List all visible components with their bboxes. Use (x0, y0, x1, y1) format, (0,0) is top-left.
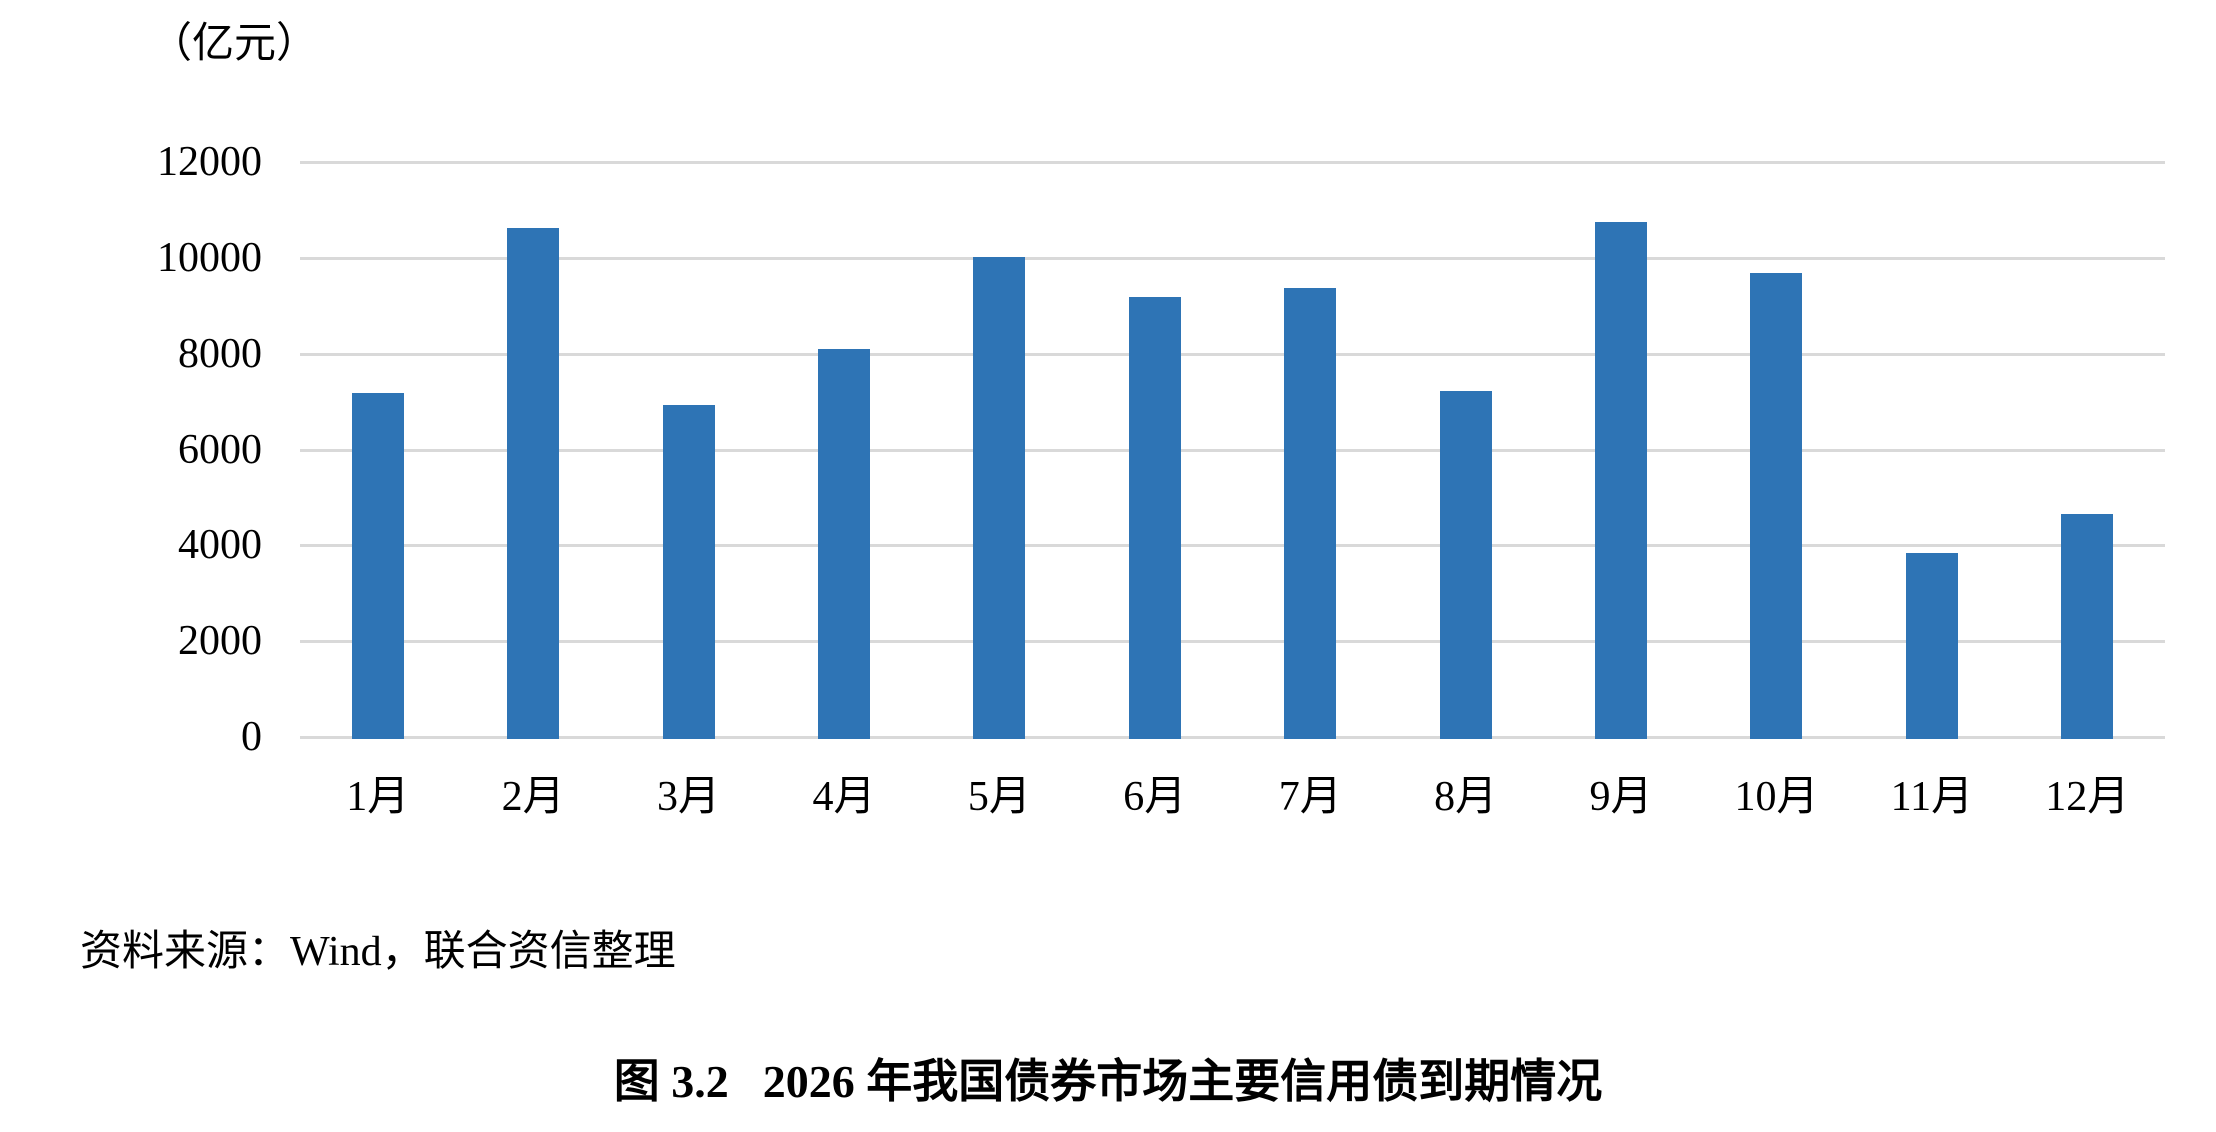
figure-caption: 图 3.2 2026 年我国债券市场主要信用债到期情况 (0, 1052, 2216, 1112)
y-tick-label: 12000 (157, 139, 262, 185)
x-tick-label: 7月 (1278, 774, 1342, 820)
bar-8月 (1439, 391, 1492, 739)
bar-3月 (662, 405, 715, 739)
y-tick-label: 6000 (178, 426, 262, 473)
bar-6月 (1128, 296, 1181, 739)
gridline (300, 448, 2165, 452)
x-tick-label: 3月 (657, 774, 721, 820)
x-tick-label: 12月 (2045, 774, 2130, 820)
gridline (300, 352, 2165, 356)
gridline (300, 544, 2165, 548)
x-tick-label: 1月 (346, 774, 410, 820)
x-tick-label: 9月 (1589, 774, 1653, 820)
y-tick-label: 4000 (178, 522, 262, 569)
bar-5月 (973, 256, 1026, 739)
y-tick-label: 8000 (178, 330, 262, 377)
gridline (300, 161, 2165, 164)
x-tick-label: 11月 (1890, 774, 1974, 820)
x-tick-label: 5月 (967, 774, 1031, 820)
caption-title: 2026 年我国债券市场主要信用债到期情况 (762, 1056, 1603, 1107)
chart-figure: （亿元） 0 2000 4000 6000 8000 10000 12000 1月 2月 3月 4… (150, 21, 2165, 820)
x-tick-label: 2月 (501, 774, 565, 820)
bar-10月 (1750, 273, 1803, 739)
y-tick-label: 0 (241, 714, 262, 760)
y-tick-label: 10000 (157, 234, 262, 281)
bar-7月 (1284, 287, 1337, 739)
bar-9月 (1595, 221, 1648, 739)
bar-4月 (817, 349, 870, 739)
x-tick-label: 6月 (1123, 774, 1187, 820)
x-tick-label: 8月 (1434, 774, 1498, 820)
source-note: 资料来源：Wind，联合资信整理 (80, 929, 676, 975)
bar-12月 (2061, 514, 2114, 739)
y-axis-unit-label: （亿元） (150, 21, 319, 67)
y-tick-label: 2000 (178, 618, 262, 665)
gridline (300, 736, 2165, 739)
plot-area (300, 161, 2165, 739)
bar-1月 (351, 392, 404, 739)
x-tick-label: 10月 (1734, 774, 1819, 820)
bar-11月 (1905, 553, 1958, 739)
bar-2月 (507, 228, 560, 739)
x-tick-label: 4月 (812, 774, 876, 820)
caption-label: 图 3.2 (613, 1056, 729, 1107)
gridline (300, 640, 2165, 644)
gridline (300, 256, 2165, 260)
